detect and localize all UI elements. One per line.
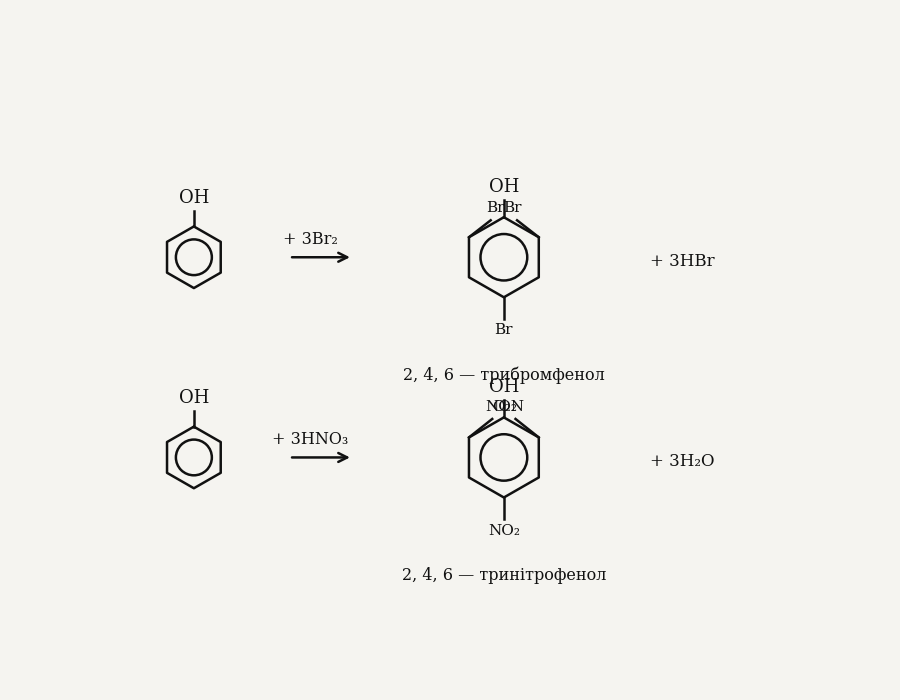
Text: OH: OH	[489, 378, 519, 396]
Text: Br: Br	[495, 323, 513, 337]
Text: NO₂: NO₂	[488, 524, 520, 538]
Text: + 3HBr: + 3HBr	[650, 253, 715, 270]
Text: NO₂: NO₂	[485, 400, 518, 414]
Text: OH: OH	[179, 189, 209, 207]
Text: Br: Br	[503, 201, 522, 215]
Text: + 3Br₂: + 3Br₂	[283, 231, 338, 248]
Text: OH: OH	[179, 389, 209, 407]
Text: Br: Br	[486, 201, 505, 215]
Text: 2, 4, 6 — тринітрофенол: 2, 4, 6 — тринітрофенол	[401, 567, 606, 584]
Text: + 3HNO₃: + 3HNO₃	[272, 431, 348, 448]
Text: OH: OH	[489, 178, 519, 196]
Text: + 3H₂O: + 3H₂O	[650, 453, 715, 470]
Text: 2, 4, 6 — трибромфенол: 2, 4, 6 — трибромфенол	[403, 367, 605, 384]
Text: O₂N: O₂N	[491, 400, 524, 414]
